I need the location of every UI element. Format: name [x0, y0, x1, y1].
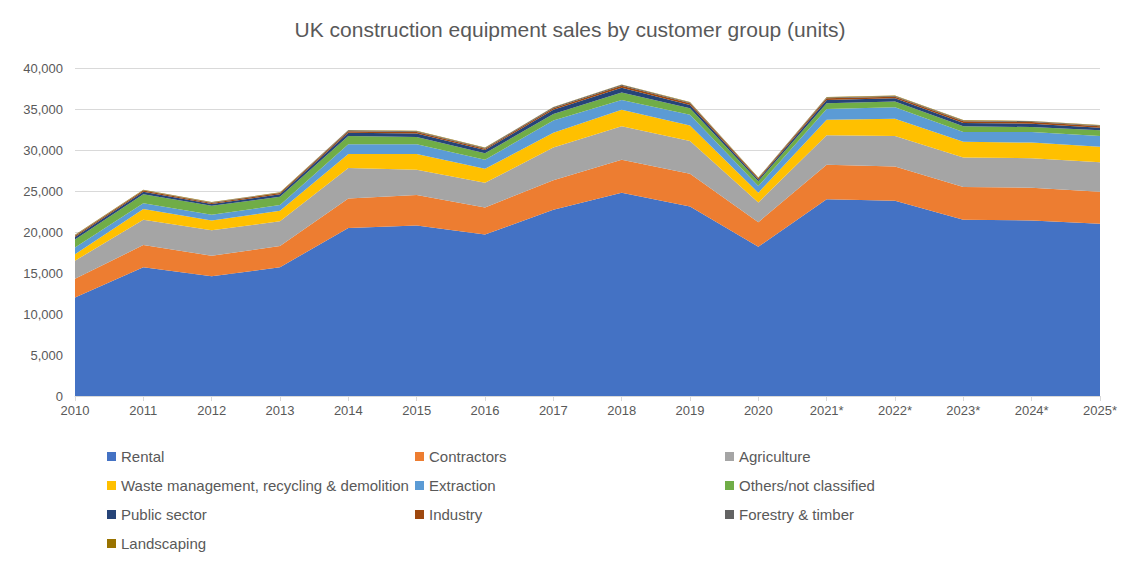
svg-text:2017: 2017: [539, 403, 568, 418]
svg-text:Waste management, recycling &: Waste management, recycling & demolition: [121, 477, 409, 494]
svg-text:Rental: Rental: [121, 448, 164, 465]
svg-text:2020: 2020: [744, 403, 773, 418]
svg-text:Extraction: Extraction: [429, 477, 496, 494]
svg-text:Public sector: Public sector: [121, 506, 207, 523]
svg-text:Forestry & timber: Forestry & timber: [739, 506, 854, 523]
svg-text:Contractors: Contractors: [429, 448, 507, 465]
svg-text:2016: 2016: [471, 403, 500, 418]
svg-text:Agriculture: Agriculture: [739, 448, 811, 465]
svg-text:2015: 2015: [402, 403, 431, 418]
svg-text:UK construction equipment sale: UK construction equipment sales by custo…: [295, 18, 846, 41]
svg-text:2025*: 2025*: [1083, 403, 1117, 418]
svg-text:30,000: 30,000: [23, 143, 63, 158]
svg-text:2018: 2018: [607, 403, 636, 418]
svg-text:2023*: 2023*: [946, 403, 980, 418]
svg-text:5,000: 5,000: [30, 348, 63, 363]
svg-text:2022*: 2022*: [878, 403, 912, 418]
svg-text:15,000: 15,000: [23, 266, 63, 281]
svg-text:Industry: Industry: [429, 506, 483, 523]
svg-text:2012: 2012: [197, 403, 226, 418]
svg-text:20,000: 20,000: [23, 225, 63, 240]
svg-text:25,000: 25,000: [23, 184, 63, 199]
svg-text:2014: 2014: [334, 403, 363, 418]
svg-text:40,000: 40,000: [23, 61, 63, 76]
svg-text:2024*: 2024*: [1015, 403, 1049, 418]
svg-text:Others/not classified: Others/not classified: [739, 477, 875, 494]
svg-text:2019: 2019: [676, 403, 705, 418]
svg-text:0: 0: [56, 389, 63, 404]
svg-text:35,000: 35,000: [23, 102, 63, 117]
svg-text:10,000: 10,000: [23, 307, 63, 322]
svg-text:2013: 2013: [266, 403, 295, 418]
svg-text:2011: 2011: [129, 403, 157, 418]
svg-text:2010: 2010: [61, 403, 90, 418]
svg-text:2021*: 2021*: [810, 403, 844, 418]
svg-text:Landscaping: Landscaping: [121, 535, 206, 552]
